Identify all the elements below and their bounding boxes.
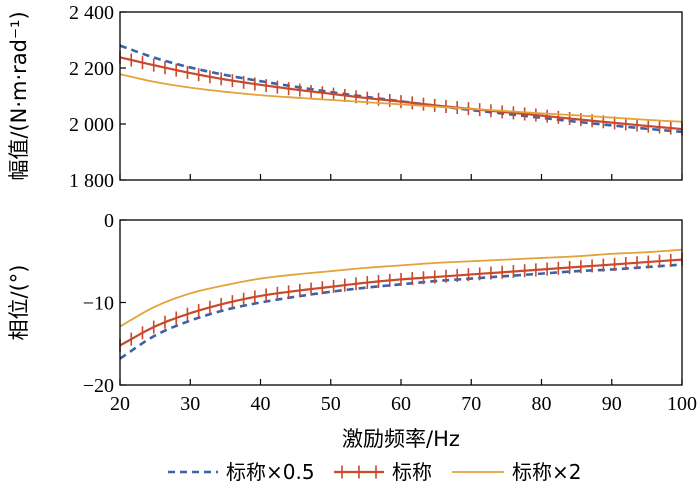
magnitude-series-half-line xyxy=(119,44,683,134)
phase-y-tick-label: −20 xyxy=(83,375,114,397)
magnitude-panel: 1 800 2 000 2 200 2 400 xyxy=(69,2,683,192)
magnitude-axis-label: 幅值/(N·m·rad⁻¹) xyxy=(7,11,31,180)
phase-series-nominal-markers xyxy=(119,253,683,352)
phase-y-tick-label: 0 xyxy=(104,210,114,232)
phase-y-tick-label: −10 xyxy=(83,293,114,315)
phase-x-tick-label: 80 xyxy=(532,393,552,415)
magnitude-y-tick-label: 2 000 xyxy=(69,114,114,136)
phase-x-tick-label: 40 xyxy=(251,393,271,415)
phase-series-nominal-line xyxy=(119,258,683,347)
frequency-axis-label: 激励频率/Hz xyxy=(342,427,460,451)
phase-x-tick-label: 70 xyxy=(461,393,481,415)
phase-series-double-line xyxy=(119,248,683,328)
magnitude-series-double-line xyxy=(119,73,683,123)
phase-x-tick-label: 30 xyxy=(180,393,200,415)
phase-x-tick-label: 100 xyxy=(667,393,697,415)
phase-x-tick-label: 90 xyxy=(602,393,622,415)
legend-label-nominal: 标称 xyxy=(392,460,432,484)
legend: 标称×0.5 标称 标称×2 xyxy=(168,460,581,484)
phase-axis-label: 相位/(°) xyxy=(7,265,31,341)
magnitude-series-nominal-line xyxy=(119,56,683,131)
phase-x-tick-label: 20 xyxy=(110,393,130,415)
phase-frame xyxy=(119,219,683,386)
magnitude-y-tick-label: 2 200 xyxy=(69,58,114,80)
phase-panel: −20 −10 0 20 30 40 50 60 70 80 90 100 xyxy=(83,210,697,415)
phase-x-tick-label: 60 xyxy=(391,393,411,415)
phase-x-tick-label: 50 xyxy=(321,393,341,415)
legend-label-half: 标称×0.5 xyxy=(226,460,315,484)
legend-label-double: 标称×2 xyxy=(512,460,581,484)
magnitude-series-nominal-markers xyxy=(119,50,683,136)
magnitude-y-tick-label: 1 800 xyxy=(69,170,114,192)
magnitude-y-tick-label: 2 400 xyxy=(69,2,114,24)
